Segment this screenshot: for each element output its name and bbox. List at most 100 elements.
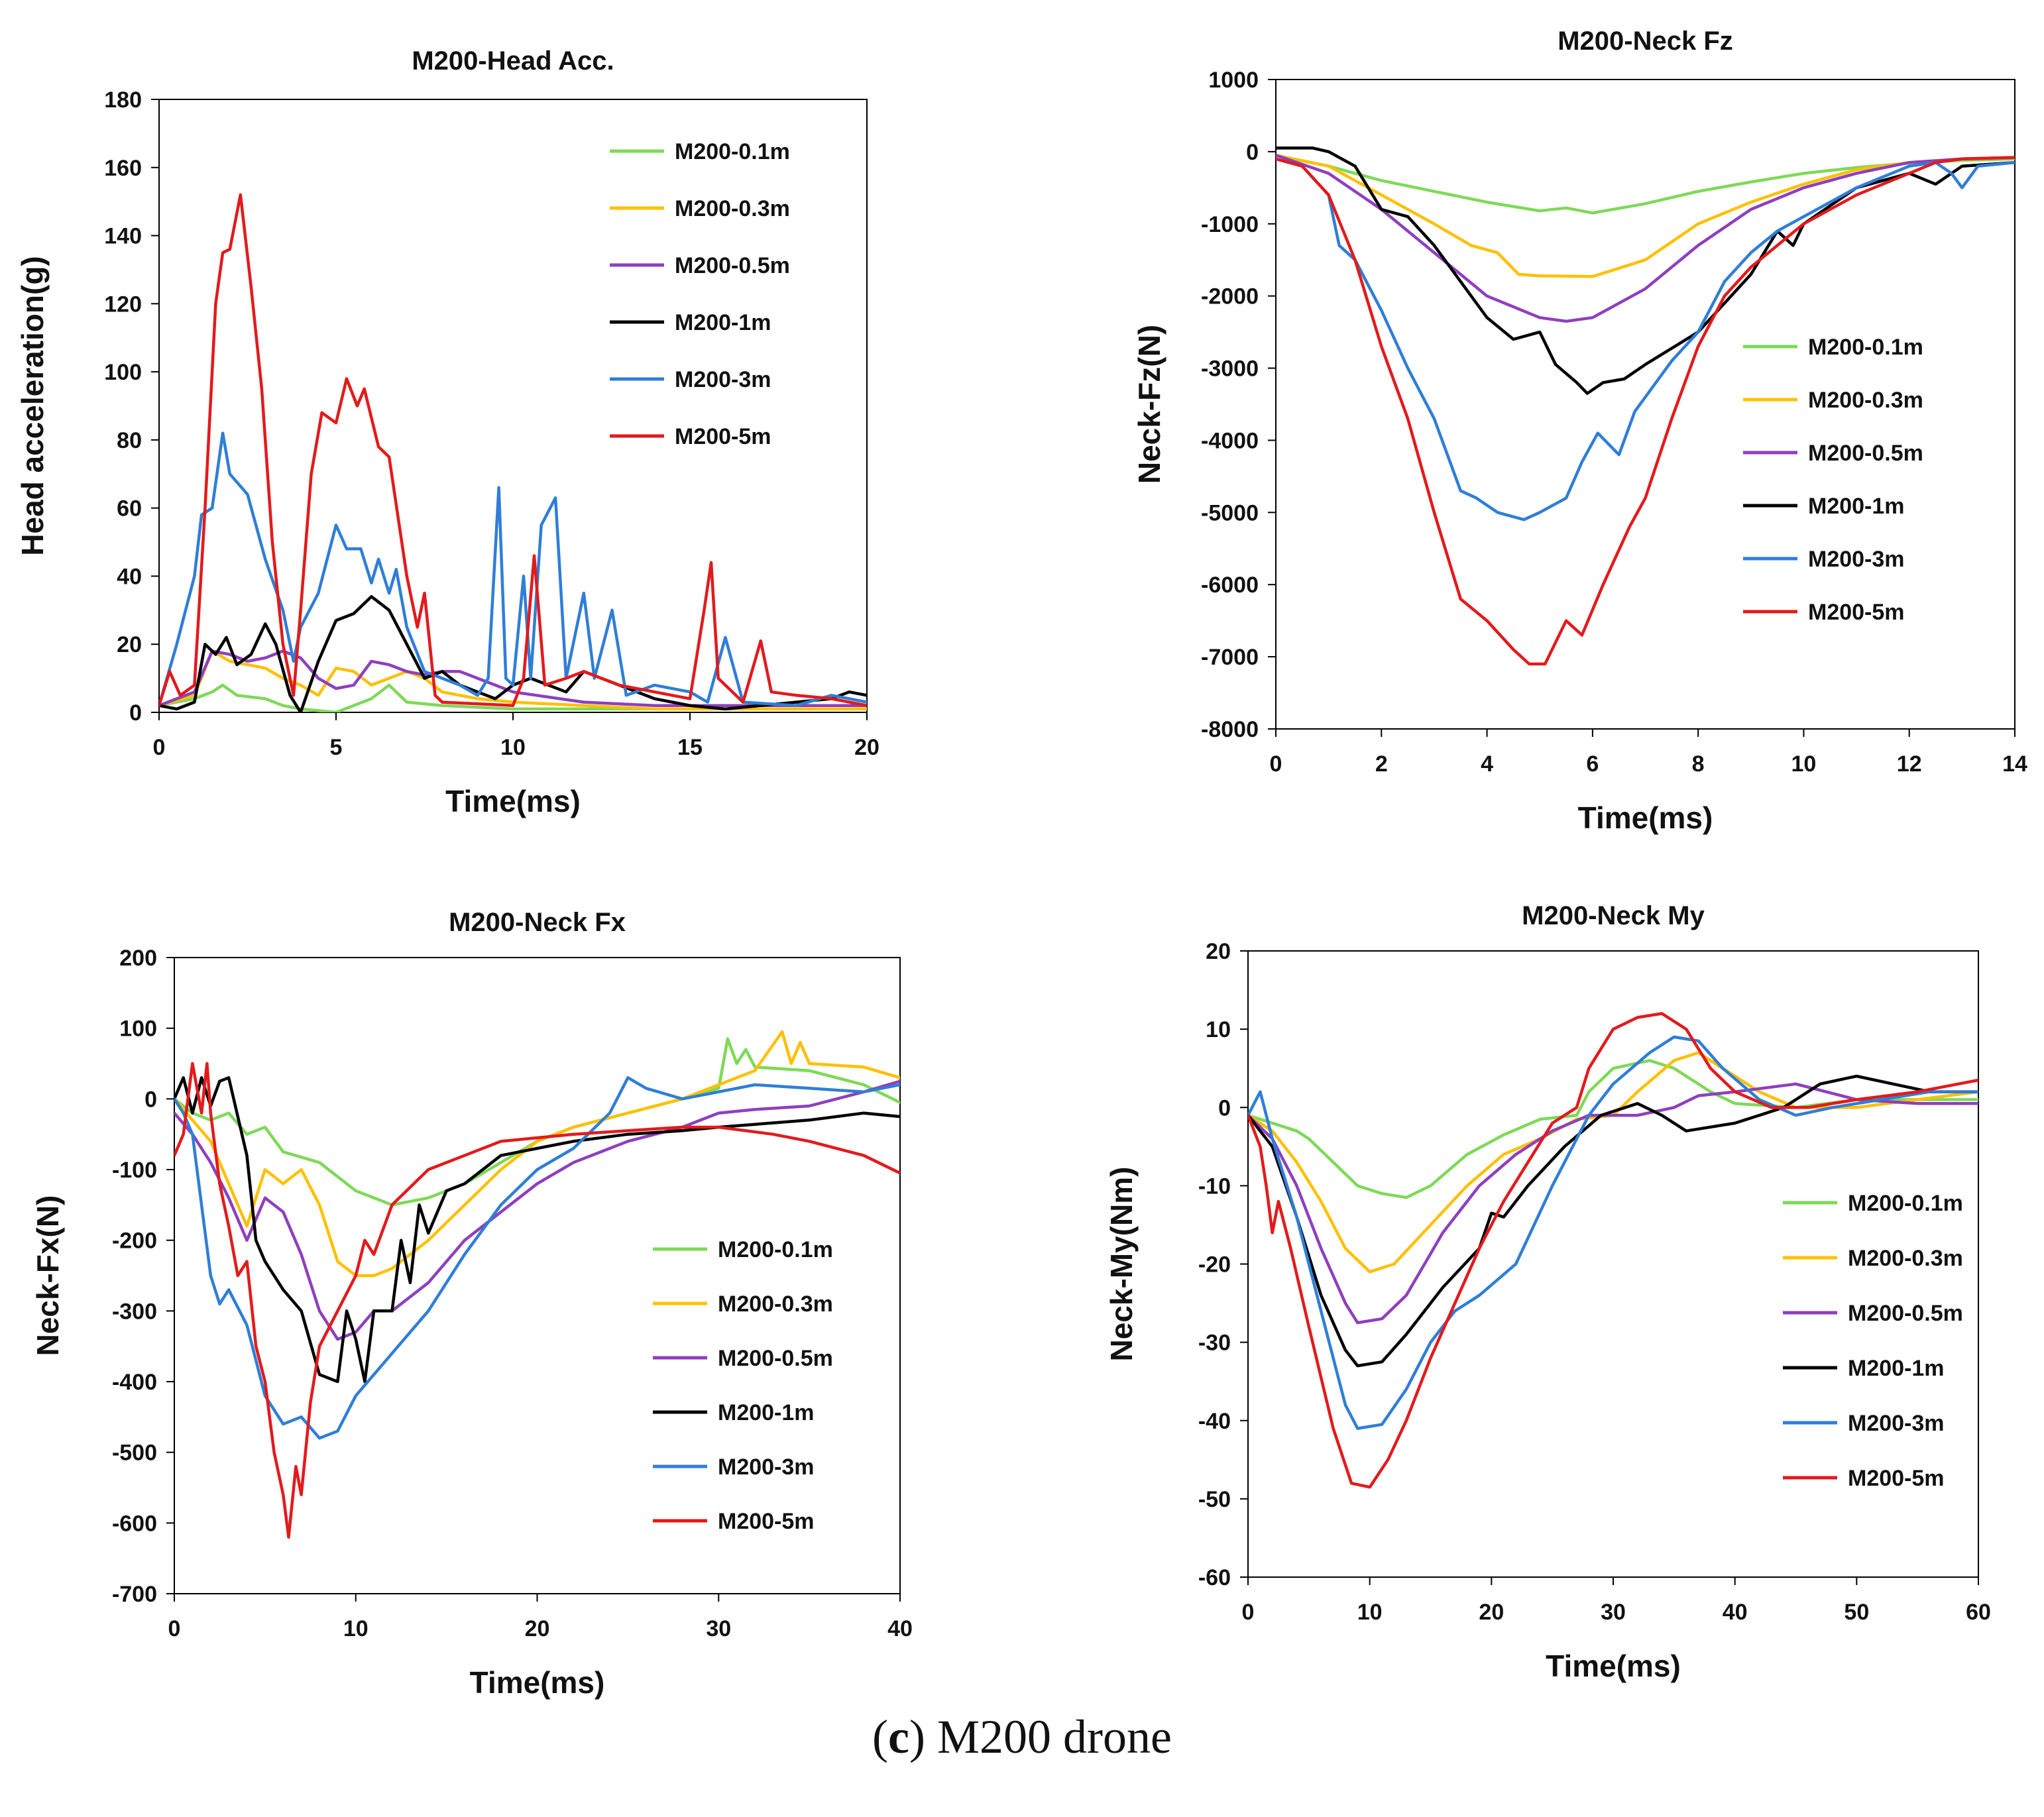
y-tick-label: -400: [112, 1370, 157, 1395]
x-tick-label: 40: [1723, 1600, 1748, 1625]
y-tick-label: -30: [1198, 1331, 1231, 1356]
x-axis-label: Time(ms): [445, 784, 581, 818]
figure-caption: (c) M200 drone: [0, 1710, 2044, 1765]
y-tick-label: 10: [1206, 1017, 1231, 1042]
x-tick-label: 0: [1270, 751, 1282, 777]
x-tick-label: 12: [1897, 751, 1922, 777]
y-tick-label: -100: [112, 1158, 157, 1183]
series-line-m200-0-1m: [1248, 1059, 1978, 1199]
legend-entry-label: M200-0.5m: [1848, 1301, 1963, 1326]
caption-prefix: (: [872, 1710, 889, 1763]
y-tick-label: 0: [129, 700, 142, 726]
y-axis-label: Neck-My(Nm): [1104, 1167, 1139, 1362]
y-tick-label: -4000: [1201, 428, 1259, 453]
legend-entry-label: M200-3m: [718, 1455, 815, 1480]
y-tick-label: 80: [117, 428, 142, 453]
plot-frame: [158, 99, 868, 713]
series-line-m200-3m: [174, 1076, 900, 1440]
series-line-m200-0-1m: [159, 683, 867, 712]
plot-frame: [1275, 79, 2016, 730]
x-tick-label: 20: [854, 735, 880, 760]
y-tick-label: -5000: [1201, 500, 1259, 525]
y-tick-label: -6000: [1201, 573, 1259, 598]
y-tick-label: -200: [112, 1229, 157, 1254]
y-tick-label: -1000: [1201, 212, 1259, 237]
legend-entry-label: M200-5m: [1848, 1466, 1945, 1491]
series-line-m200-5m: [174, 1062, 900, 1539]
legend-entry-label: M200-5m: [718, 1509, 815, 1534]
series-line-m200-0-5m: [1248, 1082, 1978, 1325]
chart-panel-3: M200-Neck Fx -700 -600 -500 -400 -300 -200 -100…: [30, 908, 913, 1700]
chart-panel-2: M200-Neck Fz -8000 -7000 -6000 -5000 -4000 -30…: [1132, 27, 2027, 835]
y-tick-label: 0: [1218, 1095, 1231, 1121]
x-axis-label: Time(ms): [1578, 800, 1713, 835]
series-line-m200-5m: [1248, 1012, 1978, 1489]
legend-entry-label: M200-0.3m: [675, 196, 790, 221]
legend-entry-label: M200-0.3m: [718, 1292, 833, 1317]
legend-entry-label: M200-0.5m: [675, 253, 790, 278]
legend: M200-0.1m M200-0.3m M200-0.5m M200-1m M200-3…: [653, 1237, 833, 1534]
y-tick-label: 200: [119, 946, 157, 971]
plot-frame: [1247, 950, 1979, 1578]
y-tick-label: 20: [1206, 939, 1231, 964]
legend-entry-label: M200-0.1m: [1808, 335, 1923, 360]
chart-panel-4: M200-Neck My -60 -50 -40 -30 -20 -10 0 10 20 0 10 20…: [1104, 901, 1991, 1683]
legend: M200-0.1m M200-0.3m M200-0.5m M200-1m M200-3…: [1743, 335, 1923, 625]
y-tick-label: 120: [104, 292, 142, 317]
x-tick-label: 15: [677, 735, 703, 760]
x-tick-label: 10: [500, 735, 526, 760]
x-axis-label: Time(ms): [1546, 1649, 1681, 1683]
x-tick-label: 60: [1966, 1600, 1991, 1625]
chart-title: M200-Head Acc.: [412, 46, 614, 76]
legend-entry-label: M200-3m: [1848, 1411, 1945, 1436]
series-line-m200-3m: [1248, 1035, 1978, 1430]
legend: M200-0.1m M200-0.3m M200-0.5m M200-1m M200-3…: [1783, 1191, 1963, 1491]
x-tick-label: 10: [1357, 1600, 1383, 1625]
legend-entry-label: M200-5m: [1808, 600, 1905, 625]
series-line-m200-0-1m: [174, 1037, 900, 1207]
legend-entry-label: M200-0.5m: [1808, 441, 1923, 466]
legend-entry-label: M200-0.5m: [718, 1346, 833, 1371]
y-tick-label: -20: [1198, 1252, 1231, 1278]
x-tick-label: 40: [887, 1616, 913, 1641]
chart-title: M200-Neck Fx: [449, 908, 626, 937]
series-line-m200-0-5m: [159, 649, 867, 707]
y-tick-label: 100: [104, 360, 142, 385]
legend-entry-label: M200-0.1m: [1848, 1191, 1963, 1216]
y-tick-label: 60: [117, 496, 142, 522]
x-tick-label: 0: [153, 735, 166, 760]
x-tick-label: 0: [168, 1616, 181, 1641]
series-line-m200-0-3m: [174, 1030, 900, 1278]
plot-frame: [174, 957, 901, 1594]
y-tick-label: -7000: [1201, 645, 1259, 670]
chart-panel-1: M200-Head Acc. 0 20 40 60 80 100 120 140 160 180 0 5…: [15, 46, 880, 818]
y-axis-label: Neck-Fx(N): [30, 1195, 65, 1356]
y-tick-label: -2000: [1201, 284, 1259, 309]
y-tick-label: -60: [1198, 1565, 1231, 1590]
x-axis-label: Time(ms): [470, 1665, 605, 1700]
legend: M200-0.1m M200-0.3m M200-0.5m M200-1m M200-3…: [610, 139, 790, 449]
legend-entry-label: M200-1m: [718, 1400, 815, 1425]
series-line-m200-3m: [1276, 157, 2015, 522]
y-tick-label: -3000: [1201, 357, 1259, 382]
x-tick-label: 0: [1242, 1600, 1255, 1625]
legend-entry-label: M200-1m: [675, 310, 771, 335]
y-tick-label: -500: [112, 1441, 157, 1466]
legend-entry-label: M200-0.1m: [675, 139, 790, 164]
y-tick-label: 100: [119, 1017, 157, 1042]
legend-entry-label: M200-3m: [1808, 547, 1905, 572]
series-line-m200-1m: [1248, 1074, 1978, 1368]
legend-entry-label: M200-1m: [1808, 494, 1905, 519]
x-tick-label: 2: [1375, 751, 1388, 777]
y-tick-label: 0: [1246, 140, 1259, 165]
series-line-m200-0-5m: [1276, 154, 2015, 323]
x-tick-label: 30: [706, 1616, 731, 1641]
y-tick-label: -40: [1198, 1409, 1231, 1434]
x-tick-label: 6: [1586, 751, 1599, 777]
series-line-m200-1m: [1276, 146, 2015, 395]
x-tick-label: 4: [1481, 751, 1493, 777]
x-tick-label: 20: [1479, 1600, 1504, 1625]
x-tick-label: 20: [525, 1616, 550, 1641]
y-tick-label: 0: [144, 1087, 157, 1112]
